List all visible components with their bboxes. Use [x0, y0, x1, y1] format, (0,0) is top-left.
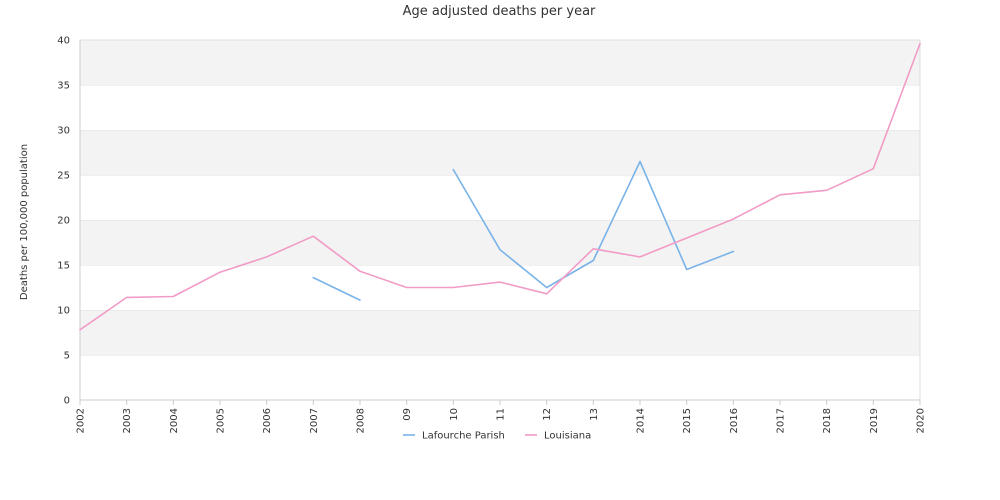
- x-axis-ticks: 2002 2003 2004 2005 2006 2007 2008 09 10 11 12 13 20…: [76, 400, 927, 433]
- x-tick-label: 2019: [869, 408, 880, 433]
- grid-band: [80, 85, 920, 130]
- legend-label: Lafourche Parish: [422, 431, 505, 442]
- legend-label: Louisiana: [544, 431, 591, 442]
- legend-item[interactable]: Lafourche Parish: [403, 431, 505, 442]
- x-tick-label: 11: [496, 408, 507, 421]
- y-tick-label: 40: [57, 36, 70, 47]
- grid-bands: [80, 39, 920, 400]
- x-tick-label: 2007: [309, 408, 320, 433]
- x-tick-label: 2016: [729, 408, 740, 433]
- x-tick-label: 12: [542, 408, 553, 421]
- x-tick-label: 2004: [169, 408, 180, 433]
- chart-title: Age adjusted deaths per year: [403, 4, 596, 19]
- y-tick-label: 30: [57, 126, 70, 137]
- series-line-1: [79, 42, 921, 331]
- x-tick-label: 09: [402, 408, 413, 421]
- axes: [79, 40, 921, 401]
- x-tick-label: 2020: [916, 408, 927, 433]
- x-tick-label: 2003: [122, 408, 133, 433]
- y-tick-label: 20: [57, 216, 70, 227]
- x-tick-label: 2014: [636, 408, 647, 433]
- series-line-0: [312, 160, 735, 301]
- x-tick-label: 2002: [76, 408, 87, 433]
- y-tick-label: 25: [57, 171, 70, 182]
- x-tick-label: 2006: [262, 408, 273, 433]
- y-tick-label: 35: [57, 81, 70, 92]
- y-axis-label: Deaths per 100,000 population: [19, 144, 30, 300]
- y-tick-label: 10: [57, 306, 70, 317]
- y-tick-label: 5: [64, 351, 70, 362]
- y-axis-ticks: 0 5 10 15 20 25 30 35 40: [57, 36, 70, 407]
- legend[interactable]: Lafourche Parish Louisiana: [403, 431, 591, 442]
- grid-band: [80, 40, 920, 85]
- x-tick-label: 2015: [682, 408, 693, 433]
- series-lines: [79, 42, 921, 331]
- x-tick-label: 2018: [822, 408, 833, 433]
- y-tick-label: 0: [64, 396, 70, 407]
- y-tick-label: 15: [57, 261, 70, 272]
- x-tick-label: 2008: [356, 408, 367, 433]
- x-tick-label: 2017: [776, 408, 787, 433]
- grid-band: [80, 265, 920, 310]
- grid-band: [80, 355, 920, 400]
- x-tick-label: 2005: [216, 408, 227, 433]
- x-tick-label: 13: [589, 408, 600, 421]
- legend-item[interactable]: Louisiana: [525, 431, 591, 442]
- grid-band: [80, 220, 920, 265]
- x-tick-label: 10: [449, 408, 460, 421]
- grid-band: [80, 310, 920, 355]
- grid-band: [80, 175, 920, 220]
- grid-band: [80, 130, 920, 175]
